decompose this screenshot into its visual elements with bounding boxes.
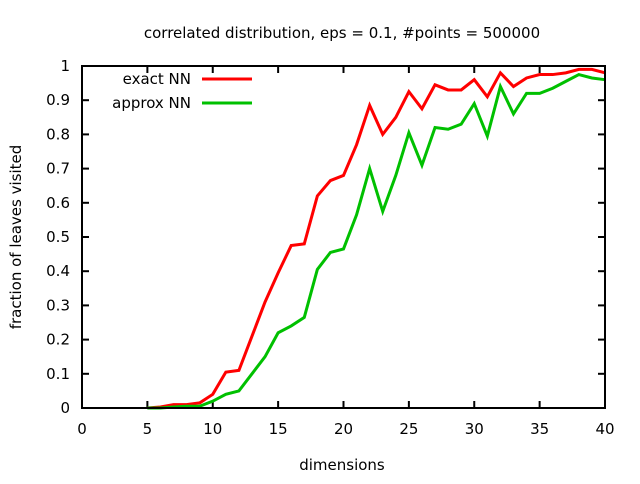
y-tick-label: 0.4 (46, 262, 70, 280)
y-tick-label: 0.9 (46, 91, 70, 109)
y-tick-label: 1 (60, 57, 70, 75)
x-tick-label: 35 (530, 420, 549, 438)
x-axis-label: dimensions (299, 456, 385, 474)
x-tick-label: 15 (269, 420, 288, 438)
x-tick-label: 5 (143, 420, 153, 438)
y-tick-label: 0.7 (46, 160, 70, 178)
series-line-1 (147, 72, 606, 410)
plot-frame (81, 65, 606, 409)
y-axis-label: fraction of leaves visited (7, 145, 25, 330)
x-tick-label: 20 (334, 420, 353, 438)
x-tick-label: 40 (595, 420, 614, 438)
chart-title: correlated distribution, eps = 0.1, #poi… (144, 24, 540, 42)
x-tick-label: 10 (203, 420, 222, 438)
y-tick-label: 0.5 (46, 228, 70, 246)
legend-label: exact NN (123, 70, 191, 88)
y-tick-label: 0.2 (46, 331, 70, 349)
legend-label: approx NN (112, 94, 191, 112)
y-tick-label: 0.6 (46, 194, 70, 212)
x-tick-label: 25 (399, 420, 418, 438)
y-tick-label: 0.3 (46, 296, 70, 314)
x-tick-label: 30 (465, 420, 484, 438)
y-tick-label: 0.1 (46, 365, 70, 383)
series-line-0 (147, 67, 606, 410)
x-tick-label: 0 (77, 420, 87, 438)
y-tick-label: 0 (60, 399, 70, 417)
y-tick-label: 0.8 (46, 125, 70, 143)
